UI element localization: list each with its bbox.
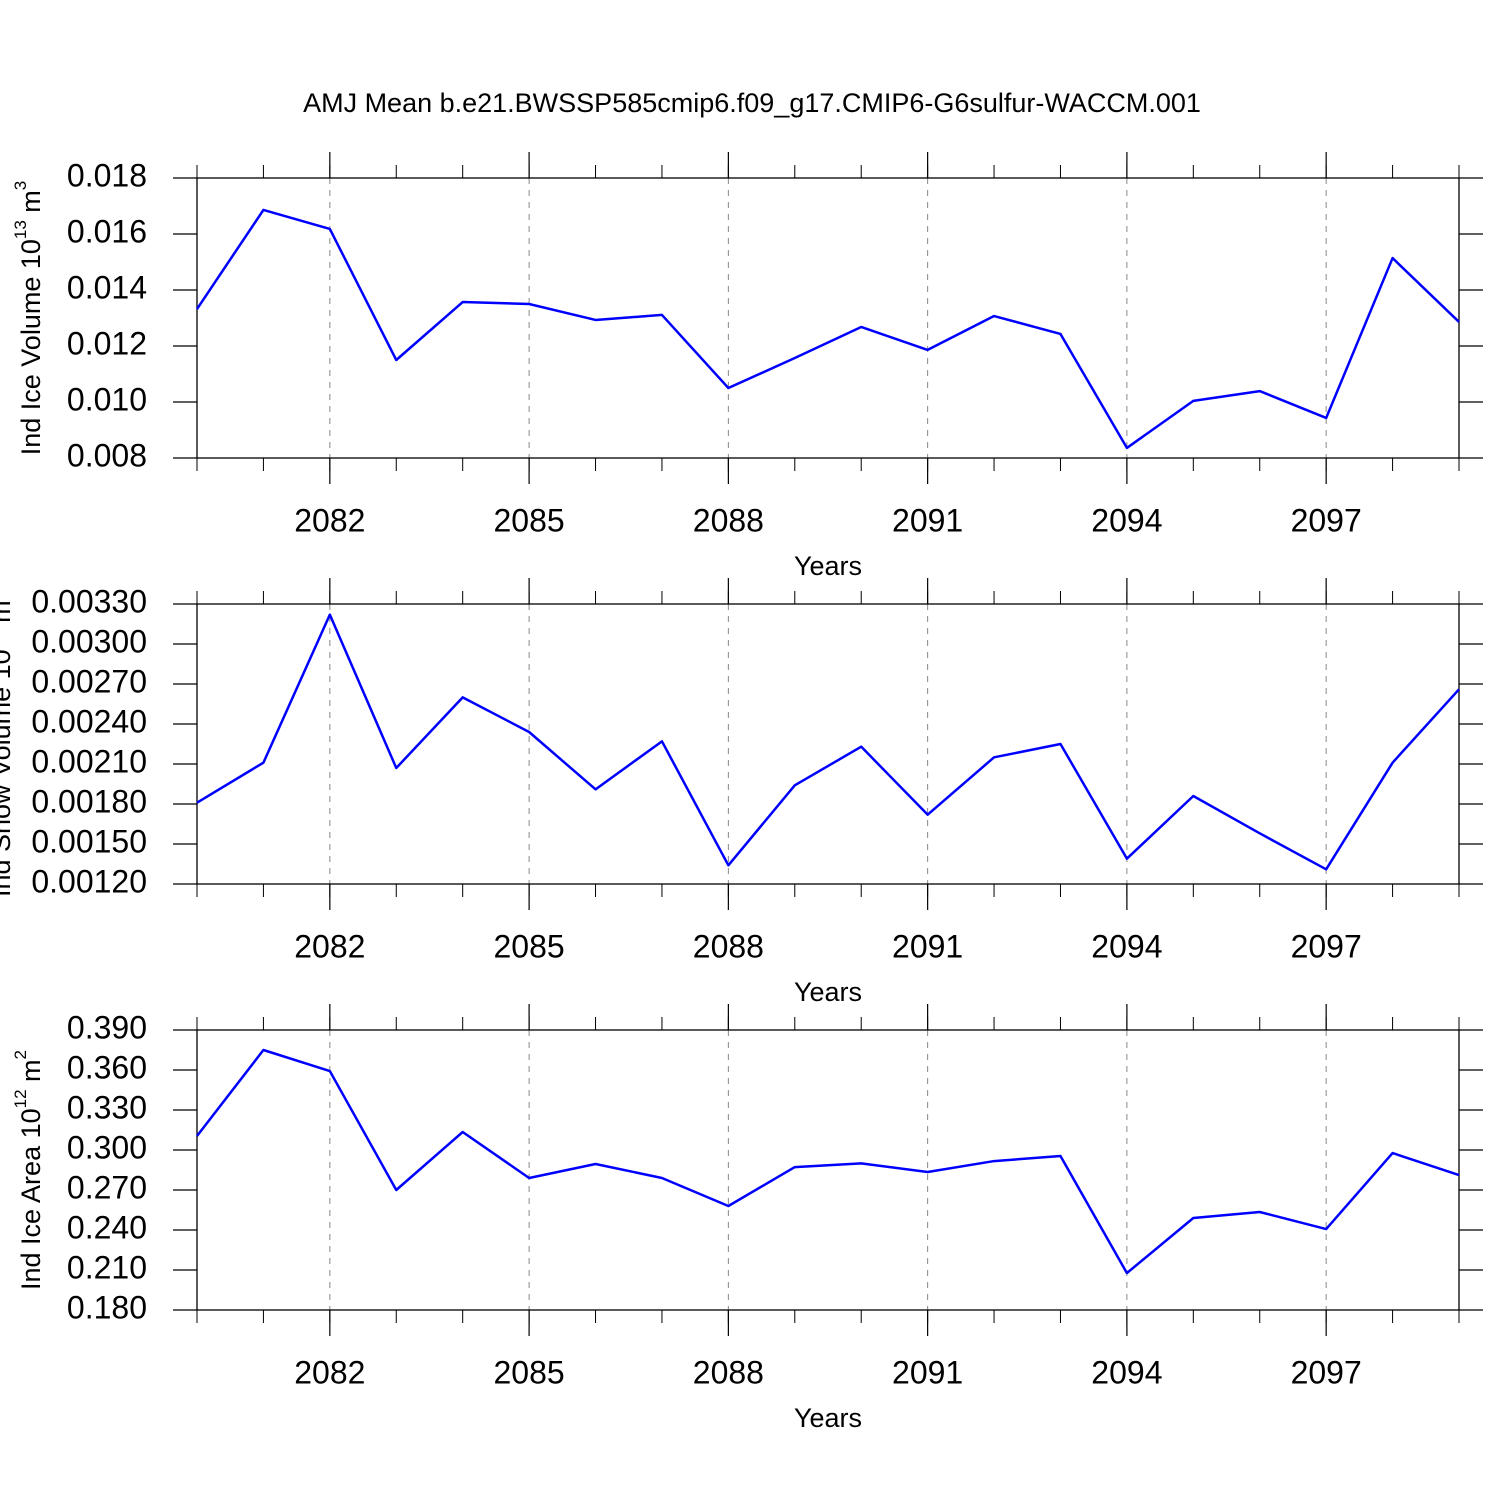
x-tick-label: 2082 [294,502,365,538]
y-tick-label: 0.00300 [31,623,147,659]
x-tick-label: 2097 [1291,502,1362,538]
y-tick-label: 0.300 [67,1129,147,1165]
x-tick-label: 2088 [693,502,764,538]
y-axis-label-part: Ind Ice Area 10 [16,1108,46,1290]
y-tick-label: 0.00120 [31,863,147,899]
x-tick-label: 2085 [494,502,565,538]
x-tick-label: 2088 [693,1354,764,1390]
y-tick-label: 0.180 [67,1289,147,1325]
x-tick-label: 2097 [1291,928,1362,964]
plot-frame [196,1029,1460,1311]
plot-frame [196,177,1460,459]
x-tick-label: 2091 [892,928,963,964]
y-axis-label-exponent: 2 [11,1050,30,1059]
y-tick-label: 0.00330 [31,583,147,619]
y-tick-label: 0.360 [67,1049,147,1085]
y-tick-label: 0.00150 [31,823,147,859]
y-tick-label: 0.008 [67,437,147,473]
y-tick-label: 0.00210 [31,743,147,779]
data-line [195,208,1460,450]
y-axis-label: Ind Ice Volume 1013 m3 [11,181,46,456]
x-tick-label: 2082 [294,1354,365,1390]
y-tick-label: 0.016 [67,213,147,249]
y-tick-label: 0.00180 [31,783,147,819]
x-tick-label: 2085 [494,928,565,964]
y-axis-label-part: Ind Snow Volume 10 [0,649,16,897]
x-axis-label: Years [794,551,862,581]
y-axis-label-part: m [16,1059,46,1089]
y-tick-label: 0.010 [67,381,147,417]
y-axis-label-exponent: 3 [11,181,30,190]
y-tick-label: 0.270 [67,1169,147,1205]
x-tick-label: 2094 [1091,502,1162,538]
y-tick-label: 0.018 [67,157,147,193]
y-tick-label: 0.330 [67,1089,147,1125]
x-tick-label: 2097 [1291,1354,1362,1390]
y-axis-label: Ind Snow Volume 1013 m3 [0,591,16,897]
x-tick-label: 2091 [892,1354,963,1390]
x-tick-label: 2091 [892,502,963,538]
x-tick-label: 2088 [693,928,764,964]
x-tick-label: 2082 [294,928,365,964]
y-axis-label-part: m [16,190,46,220]
x-axis-label: Years [794,1403,862,1433]
chart-title: AMJ Mean b.e21.BWSSP585cmip6.f09_g17.CMI… [303,88,1201,118]
y-tick-label: 0.240 [67,1209,147,1245]
y-tick-label: 0.00240 [31,703,147,739]
x-tick-label: 2094 [1091,928,1162,964]
x-axis-label: Years [794,977,862,1007]
data-line [196,1048,1460,1275]
x-tick-label: 2085 [494,1354,565,1390]
y-axis-label: Ind Ice Area 1012 m2 [11,1050,46,1290]
y-tick-label: 0.210 [67,1249,147,1285]
y-tick-label: 0.390 [67,1009,147,1045]
data-line [196,613,1460,871]
plot-frame [196,603,1460,885]
y-axis-label-part: m [0,600,16,630]
y-tick-label: 0.014 [67,269,147,305]
y-tick-label: 0.012 [67,325,147,361]
y-axis-label-exponent: 12 [11,1089,30,1108]
y-tick-label: 0.00270 [31,663,147,699]
y-axis-label-part: Ind Ice Volume 10 [16,239,46,455]
y-axis-label-exponent: 13 [11,220,30,239]
x-tick-label: 2094 [1091,1354,1162,1390]
